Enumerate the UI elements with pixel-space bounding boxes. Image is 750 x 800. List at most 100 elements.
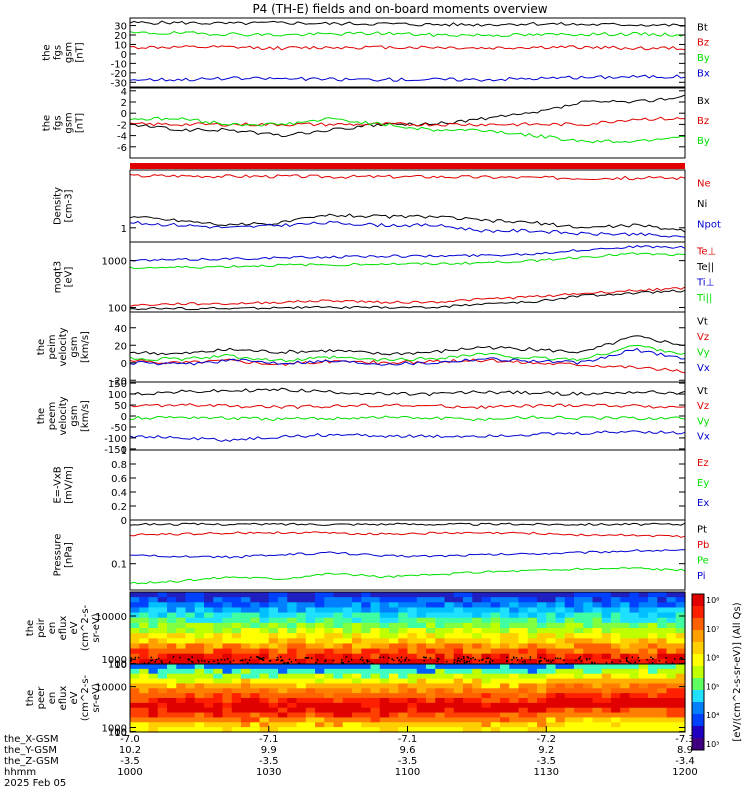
spectrogram-cell [583, 698, 594, 704]
spectrogram-cell [333, 617, 344, 624]
spectrogram-cell [666, 683, 677, 689]
spectrogram-dot [559, 657, 562, 660]
spectrogram-dot [463, 660, 465, 662]
spectrogram-cell [370, 628, 381, 634]
spectrogram-cell [250, 707, 261, 714]
spectrogram-cell [305, 617, 316, 624]
spectrogram-cell [564, 688, 575, 694]
spectrogram-cell [500, 683, 510, 689]
spectrogram-cell [407, 643, 418, 650]
spectrogram-dot [282, 659, 284, 662]
spectrogram-cell [370, 653, 381, 660]
spectrogram-cell [268, 643, 279, 650]
spectrogram-dot [155, 658, 158, 661]
spectrogram-cell [305, 683, 316, 689]
spectrogram-cell [130, 702, 140, 709]
spectrogram-cell [500, 693, 510, 699]
spectrogram-cell [176, 693, 187, 699]
spectrogram-cell [268, 633, 279, 639]
spectrogram-cell [574, 592, 584, 598]
spectrogram-cell [546, 698, 557, 704]
spectrogram-cell [416, 673, 427, 680]
spectrogram-cell [222, 702, 233, 709]
spectrogram-cell [213, 612, 224, 619]
spectrogram-cell [657, 658, 668, 665]
y-axis-label: [nT] [75, 113, 86, 133]
y-tick-label: 30 [114, 22, 127, 33]
spectrogram-cell [213, 658, 224, 665]
spectrogram-cell [611, 717, 621, 723]
spectrogram-cell [592, 712, 603, 719]
spectrogram-cell [342, 698, 353, 704]
spectrogram-dot [226, 658, 229, 660]
spectrogram-cell [527, 607, 538, 614]
spectrogram-cell [398, 683, 409, 689]
legend-Ni: Ni [697, 199, 707, 210]
spectrogram-cell [629, 597, 640, 603]
spectrogram-cell [601, 688, 612, 694]
spectrogram-cell [259, 617, 270, 624]
spectrogram-cell [148, 727, 159, 733]
x-row-value: -7.3 [675, 734, 695, 745]
spectrogram-cell [167, 658, 177, 665]
spectrogram-cell [518, 668, 529, 675]
y-axis-label: the [42, 44, 53, 60]
spectrogram-cell [370, 668, 381, 675]
spectrogram-cell [648, 664, 658, 670]
spectrogram-cell [324, 664, 335, 670]
spectrogram-cell [490, 698, 501, 704]
spectrogram-cell [379, 698, 390, 704]
spectrogram-cell [453, 717, 464, 723]
spectrogram-dot [197, 659, 199, 661]
spectrogram-dot [539, 660, 541, 662]
spectrogram-cell [315, 727, 325, 733]
x-row-value: -3.5 [120, 756, 140, 767]
spectrogram-cell [222, 712, 233, 719]
spectrogram-cell [130, 688, 140, 694]
series-line-Pi [129, 549, 685, 559]
spectrogram-cell [564, 633, 575, 639]
spectrogram-cell [231, 643, 242, 650]
spectrogram-cell [389, 612, 399, 619]
spectrogram-cell [130, 592, 140, 598]
spectrogram-cell [555, 617, 566, 624]
spectrogram-cell [574, 693, 584, 699]
spectrogram-cell [574, 683, 584, 689]
spectrogram-cell [629, 628, 640, 634]
spectrogram-cell [620, 638, 631, 645]
spectrogram-cell [231, 698, 242, 704]
spectrogram-cell [213, 698, 224, 704]
spectrogram-dot [445, 660, 448, 663]
spectrogram-cell [463, 607, 473, 614]
spectrogram-cell [148, 683, 159, 689]
y-tick-label: 4 [121, 87, 127, 98]
spectrogram-cell [130, 633, 140, 639]
y-tick-label: 1000 [102, 655, 127, 666]
spectrogram-cell [481, 673, 492, 680]
spectrogram-dot [619, 660, 622, 662]
spectrogram-cell [250, 664, 261, 670]
spectrogram-cell [592, 643, 603, 650]
y-axis-label: en [47, 622, 58, 635]
spectrogram-cell [472, 592, 483, 598]
spectrogram-dot [512, 656, 515, 658]
spectrogram-cell [527, 698, 538, 704]
spectrogram-cell [620, 668, 631, 675]
spectrogram-cell [537, 653, 547, 660]
spectrogram-cell [657, 693, 668, 699]
spectrogram-cell [648, 622, 658, 629]
spectrogram-cell [370, 633, 381, 639]
spectrogram-cell [537, 673, 547, 680]
spectrogram-cell [241, 664, 251, 670]
spectrogram-cell [629, 648, 640, 655]
spectrogram-cell [315, 628, 325, 634]
spectrogram-dot [288, 658, 291, 661]
spectrogram-cell [453, 722, 464, 728]
spectrogram-cell [315, 683, 325, 689]
spectrogram-cell [537, 622, 547, 629]
y-tick-label: 1000 [102, 257, 127, 268]
spectrogram-cell [222, 628, 233, 634]
legend-Pb: Pb [697, 540, 709, 551]
spectrogram-cell [574, 638, 584, 645]
spectrogram-cell [453, 622, 464, 629]
